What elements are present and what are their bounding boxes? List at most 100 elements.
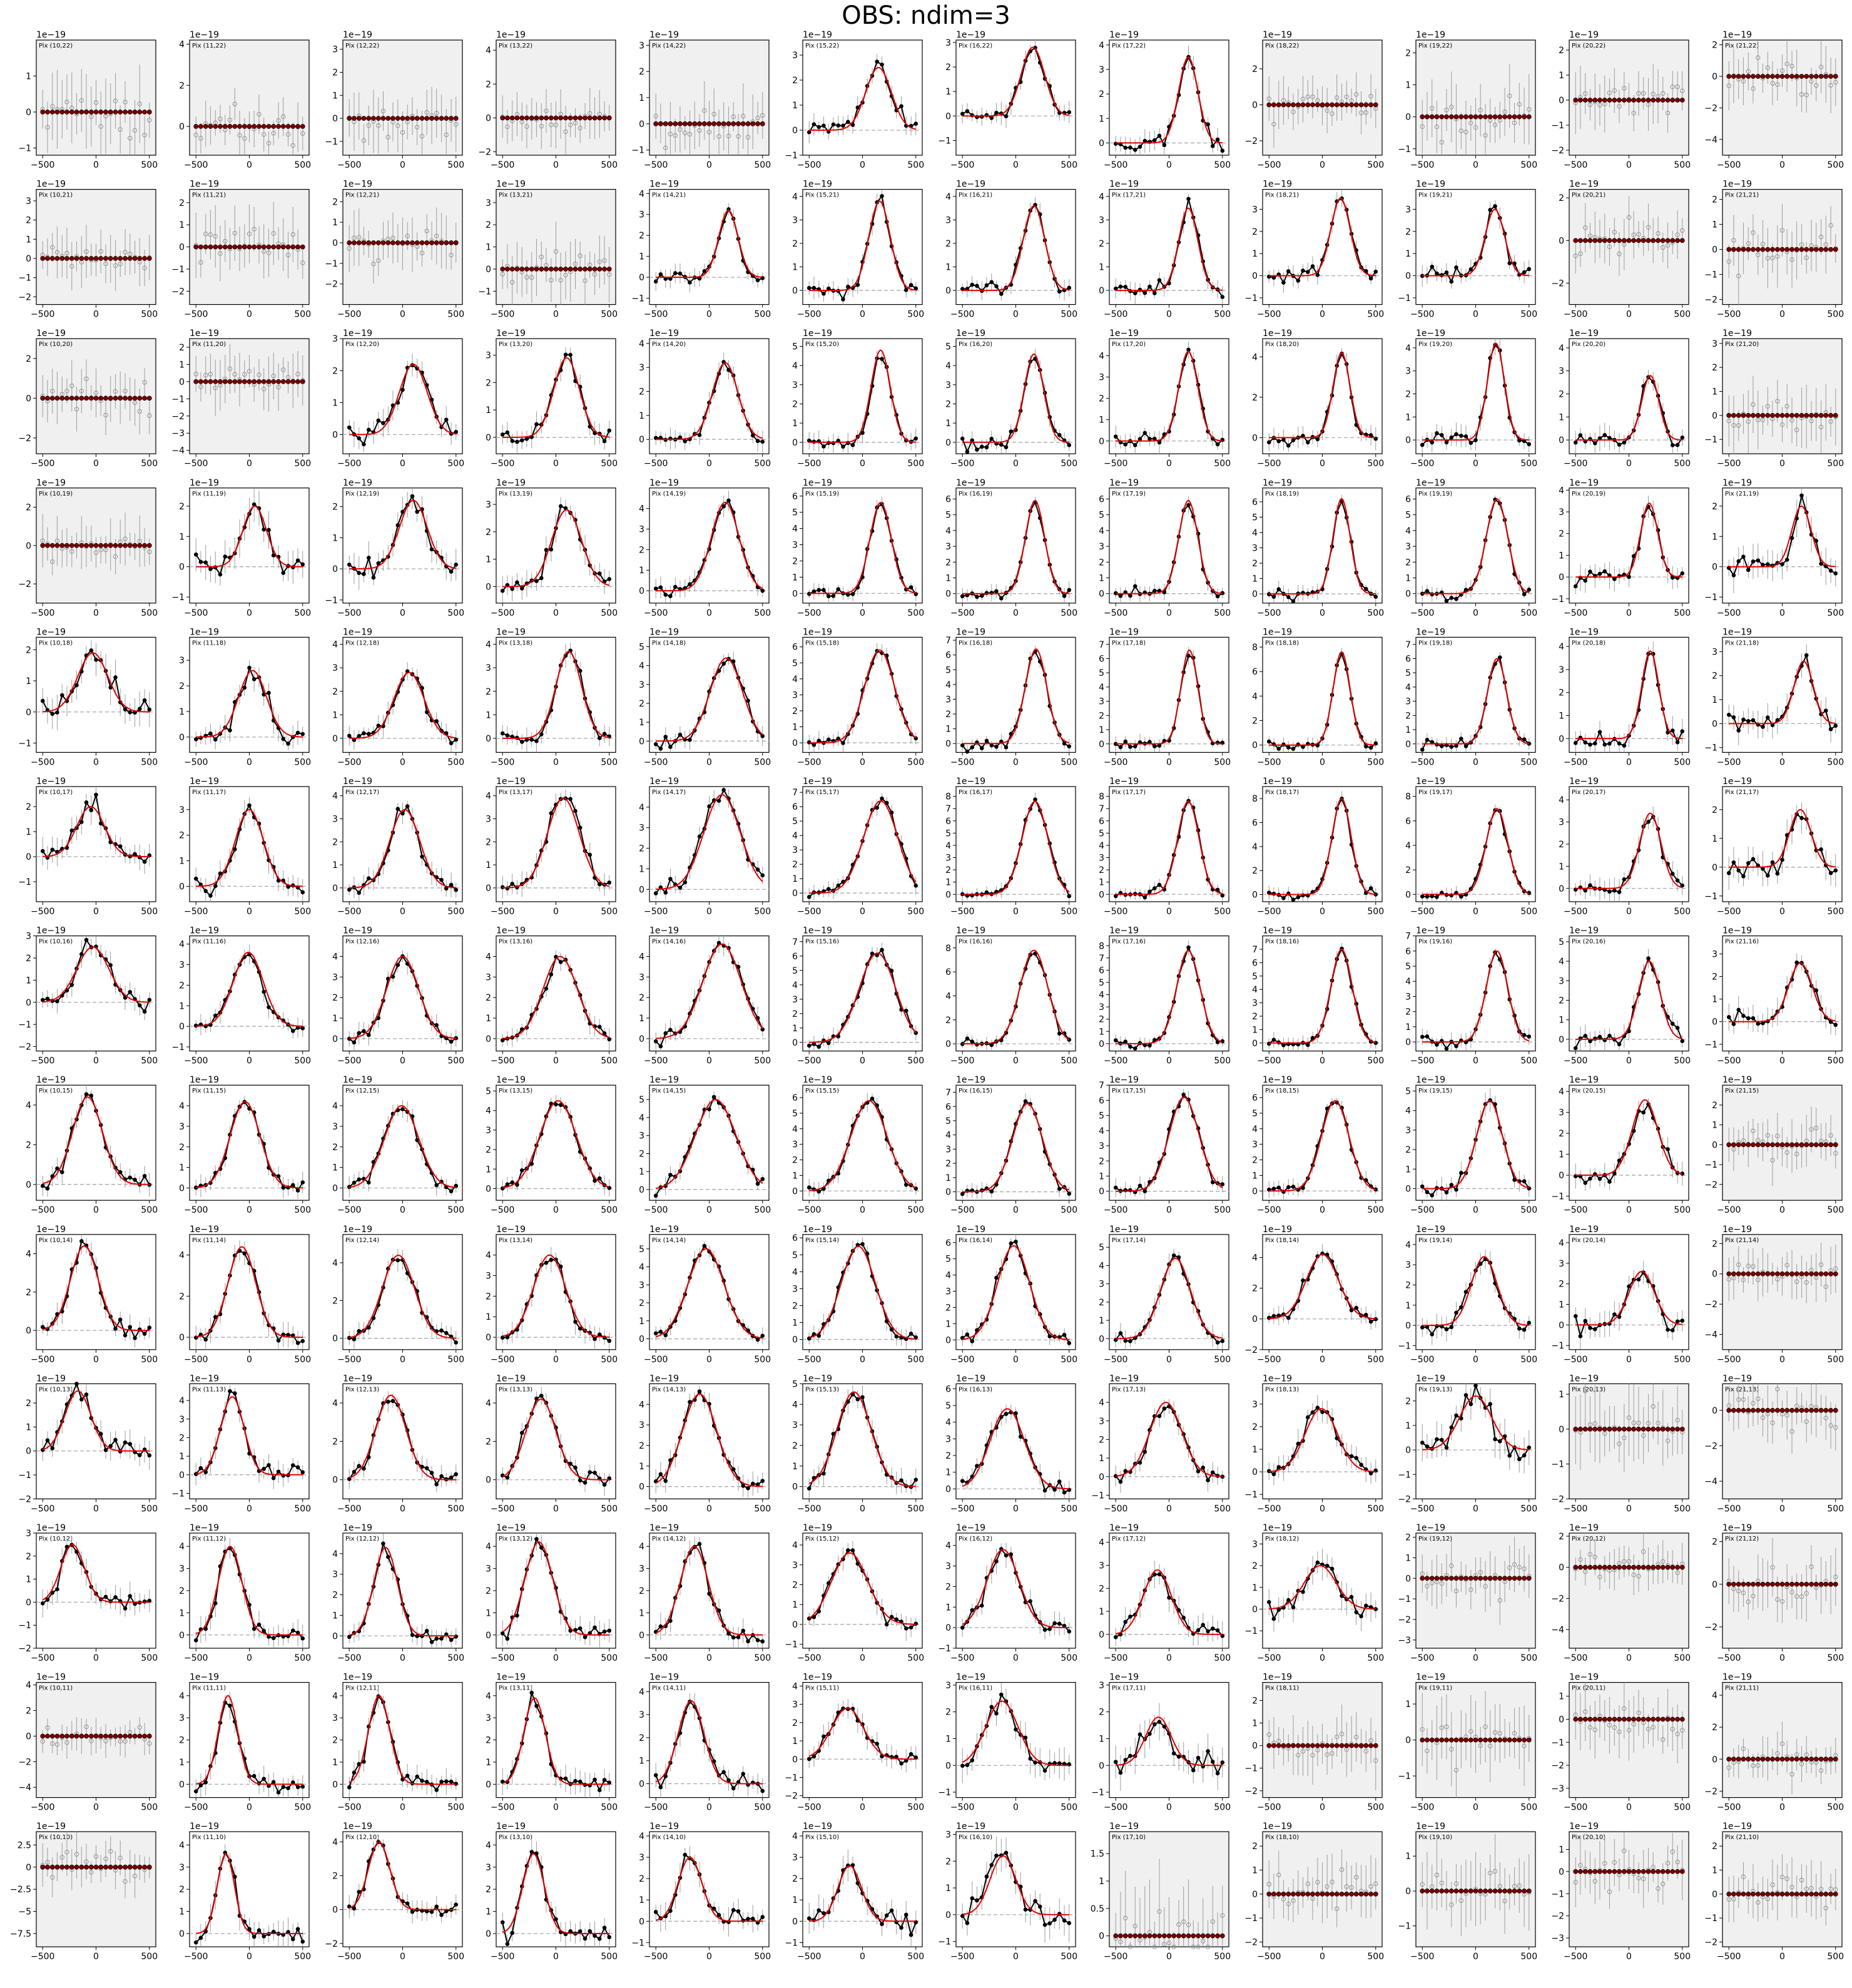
y-tick-label: 0 (639, 120, 644, 130)
pixel-label: Pix (19,19) (1418, 491, 1452, 497)
y-tick-label: 1 (1559, 711, 1564, 721)
pixel-label: Pix (15,18) (805, 640, 839, 646)
y-tick-label: 3 (332, 815, 338, 825)
fit-point (1607, 98, 1612, 102)
data-point (449, 883, 454, 887)
offset-label: 1e−19 (956, 777, 985, 787)
y-tick-label: 0 (945, 739, 951, 749)
fit-point (1727, 247, 1731, 252)
y-tick-label: 2 (1405, 227, 1411, 237)
data-point (510, 587, 514, 591)
data-point (1680, 436, 1684, 440)
x-tick-label: 0 (1320, 160, 1325, 170)
fit-point (1291, 103, 1295, 107)
fit-point (554, 267, 558, 271)
fit-point (1766, 74, 1770, 78)
fit-point (573, 267, 577, 271)
data-point (1741, 554, 1746, 559)
x-tick-label: 500 (141, 160, 158, 170)
x-tick-label: 0 (1013, 757, 1019, 767)
data-point (1449, 436, 1453, 440)
fit-point (1430, 115, 1434, 119)
fit-point (598, 267, 602, 271)
data-point (659, 272, 663, 277)
fit-point (395, 116, 400, 121)
fit-point (678, 121, 682, 126)
fit-point (1602, 238, 1607, 243)
data-point (1527, 588, 1531, 592)
data-point (999, 292, 1004, 296)
y-tick-label: 1 (332, 398, 338, 408)
pixel-label: Pix (10,18) (39, 640, 73, 646)
x-tick-label: 0 (1320, 608, 1325, 618)
offset-label: 1e−19 (343, 180, 372, 190)
y-tick-label: 1 (486, 555, 491, 565)
y-tick-label: 7 (792, 788, 798, 798)
fit-point (69, 110, 74, 114)
x-tick-label: −500 (1257, 459, 1281, 469)
y-tick-label: 0 (1099, 437, 1104, 447)
fit-point (128, 396, 132, 400)
y-tick-label: −1 (1704, 435, 1717, 445)
fit-point (1780, 74, 1784, 78)
y-tick-label: 0 (639, 885, 644, 895)
y-tick-label: 6 (1405, 494, 1411, 504)
y-tick-label: 2 (792, 76, 798, 86)
y-tick-label: −1 (325, 596, 338, 606)
data-point (41, 699, 45, 703)
fit-point (1809, 74, 1813, 78)
x-tick-label: 500 (907, 608, 924, 618)
data-point (812, 122, 817, 126)
x-tick-label: 0 (706, 310, 712, 320)
y-tick-label: 3 (1099, 697, 1104, 707)
x-tick-label: −500 (644, 907, 668, 917)
y-tick-label: 0 (26, 254, 31, 264)
x-tick-label: 0 (1320, 459, 1325, 469)
y-tick-label: 3 (639, 823, 644, 833)
fit-point (267, 245, 271, 249)
fit-point (1824, 247, 1828, 252)
x-tick-label: −500 (184, 459, 208, 469)
data-point (1617, 742, 1622, 746)
y-tick-label: 4 (332, 640, 338, 650)
fit-point (133, 256, 137, 260)
y-tick-label: 2 (792, 399, 798, 409)
data-point (827, 887, 831, 891)
fit-point (1588, 98, 1592, 102)
fit-point (755, 121, 760, 126)
fit-point (262, 124, 266, 128)
fit-point (668, 121, 673, 126)
fit-point (203, 124, 208, 128)
y-tick-label: 1 (26, 827, 31, 837)
fit-point (108, 543, 113, 548)
offset-label: 1e−19 (36, 329, 66, 339)
fit-point (425, 116, 429, 121)
data-point (1756, 558, 1760, 563)
x-tick-label: −500 (950, 310, 974, 320)
fit-point (1281, 103, 1286, 107)
y-tick-label: 3 (792, 380, 798, 390)
y-tick-label: 1 (1252, 249, 1258, 259)
x-tick-label: −500 (184, 907, 208, 917)
fit-point (1746, 413, 1751, 417)
y-tick-label: 3 (945, 695, 951, 705)
x-tick-label: −500 (950, 459, 974, 469)
data-point (89, 648, 94, 653)
fit-point (281, 245, 285, 249)
x-tick-label: 0 (1626, 459, 1632, 469)
fit-point (376, 240, 380, 245)
y-tick-label: 0 (1099, 286, 1104, 296)
pixel-label: Pix (13,19) (499, 491, 532, 497)
fit-point (108, 396, 113, 400)
fit-point (118, 256, 123, 260)
data-point (1291, 438, 1296, 442)
